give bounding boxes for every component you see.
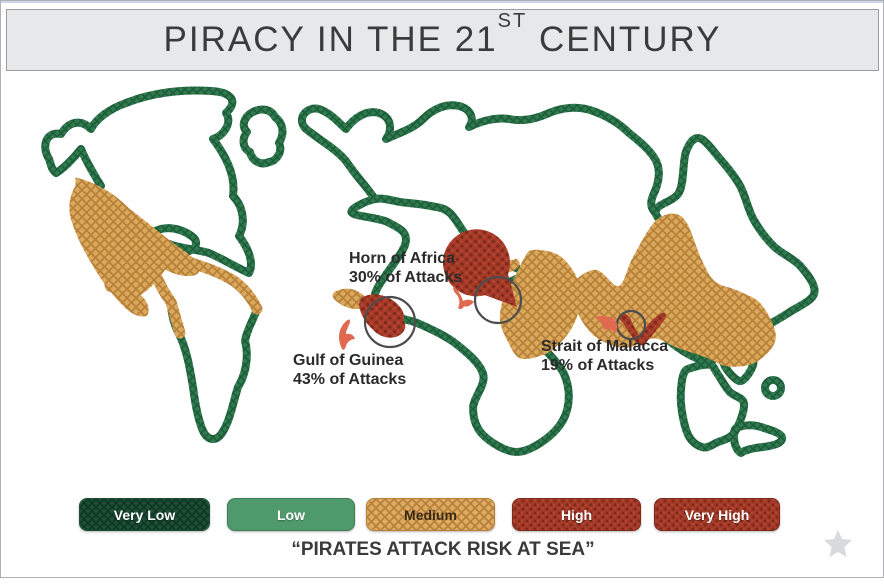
svg-text:Gulf of Guinea: Gulf of Guinea	[293, 352, 403, 369]
svg-text:30% of Attacks: 30% of Attacks	[349, 269, 462, 286]
svg-text:Horn of Africa: Horn of Africa	[349, 250, 455, 267]
svg-text:19% of Attacks: 19% of Attacks	[541, 357, 654, 374]
svg-text:43% of Attacks: 43% of Attacks	[293, 371, 406, 388]
svg-text:Strait of Malacca: Strait of Malacca	[541, 338, 668, 355]
